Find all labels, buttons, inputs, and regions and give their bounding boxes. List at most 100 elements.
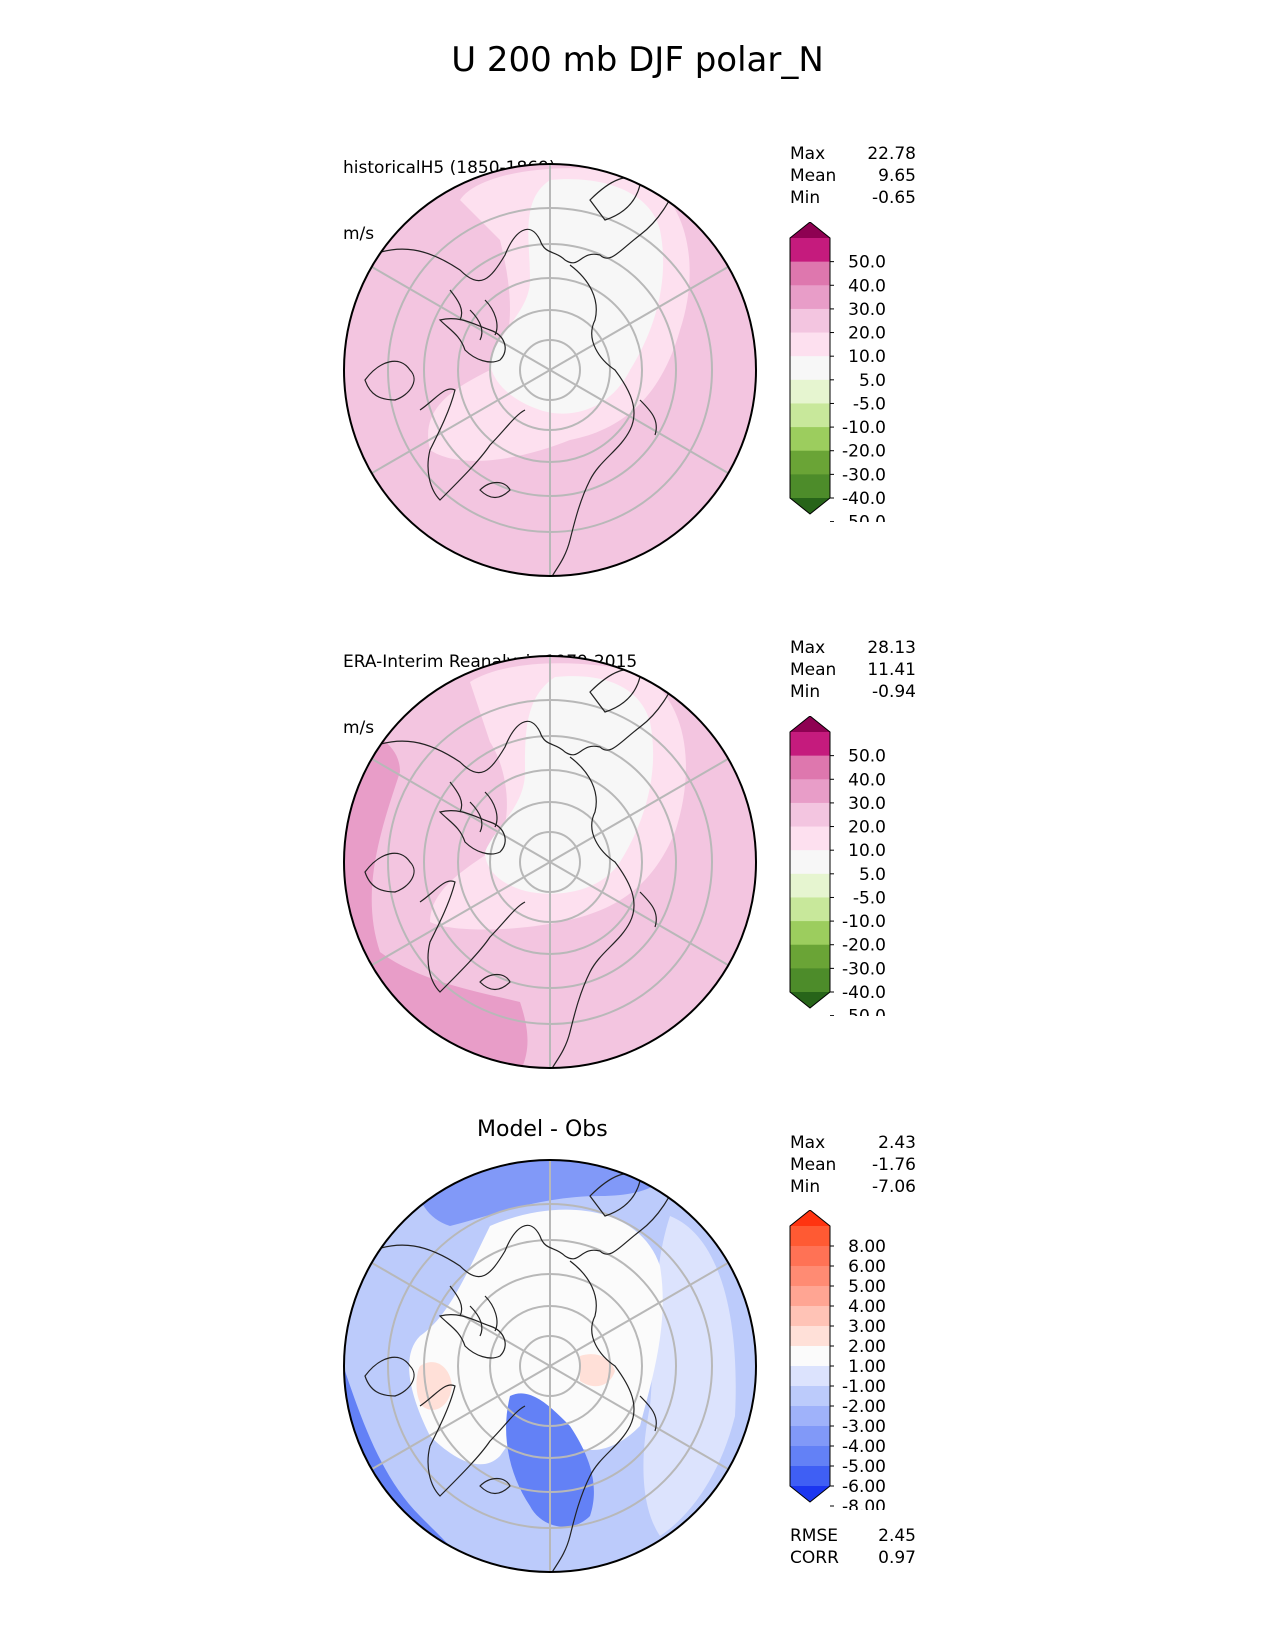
colorbar-segment <box>790 968 830 993</box>
colorbar-extend-bottom <box>790 992 830 1008</box>
colorbar-segment <box>790 1246 830 1267</box>
panel-1-colorbar: 50.0 40.0 30.0 20.0 10.0 5.0 -5.0 -10.0 -20.0 -30… <box>789 222 886 522</box>
colorbar-label: -30.0 <box>842 959 886 979</box>
panel-1-units: m/s <box>343 224 375 244</box>
colorbar-extend-top <box>790 716 830 732</box>
panel-3-title: Model - Obs <box>477 1117 608 1142</box>
corr-value: 0.97 <box>878 1548 916 1568</box>
rmse-value: 2.45 <box>878 1526 916 1546</box>
colorbar-label: -40.0 <box>842 489 886 509</box>
graticule <box>359 656 741 1068</box>
stat-mean-label: Mean <box>790 166 837 186</box>
colorbar-label: 2.00 <box>848 1337 886 1357</box>
stat-mean-value: 9.65 <box>878 166 916 186</box>
colorbar-label: -50.0 <box>842 1007 886 1016</box>
colorbar-label: -20.0 <box>842 936 886 956</box>
colorbar-label: -3.00 <box>842 1417 886 1437</box>
contour-region-minus5-5 <box>485 676 654 894</box>
colorbar-segment <box>790 944 830 969</box>
stat-max-label: Max <box>790 638 826 658</box>
colorbar-segment <box>790 921 830 946</box>
panel-3-polar-map <box>343 1159 757 1573</box>
colorbar-label: -8.00 <box>842 1497 886 1510</box>
stat-max-value: 2.43 <box>878 1133 916 1153</box>
colorbar-segment <box>790 1346 830 1367</box>
contour-region-plus1-a <box>416 1362 452 1410</box>
colorbar-label: 30.0 <box>848 300 886 320</box>
colorbar-segment <box>790 850 830 875</box>
colorbar-segment <box>790 474 830 499</box>
colorbar-label: 1.00 <box>848 1357 886 1377</box>
colorbar-segment <box>790 308 830 334</box>
colorbar-label: 10.0 <box>848 347 886 367</box>
coastlines <box>359 177 681 576</box>
colorbar-segment <box>790 897 830 922</box>
stat-mean-value: 11.41 <box>867 660 916 680</box>
colorbar-label: -10.0 <box>842 912 886 932</box>
colorbar-segment <box>790 332 830 357</box>
colorbar-segment <box>790 1446 830 1467</box>
panel-3-colorbar: 8.006.005.004.003.002.001.00-1.00-2.00-3… <box>789 1210 886 1510</box>
colorbar-label: 8.00 <box>848 1237 886 1257</box>
colorbar-segment <box>790 403 830 428</box>
colorbar-label: -5.0 <box>853 888 886 908</box>
colorbar-label: 50.0 <box>848 253 886 273</box>
stat-min-value: -7.06 <box>872 1177 916 1197</box>
colorbar-label: 5.0 <box>859 371 886 391</box>
colorbar-segment <box>790 1266 830 1287</box>
colorbar-segment <box>790 261 830 286</box>
panel-3-stats: Max 2.43 Mean -1.76 Min -7.06 <box>790 1132 916 1198</box>
contour-region-plus1-b <box>580 1354 615 1387</box>
panel-2-polar-map <box>343 655 757 1069</box>
stat-min-label: Min <box>790 682 821 702</box>
colorbar-label: 50.0 <box>848 747 886 767</box>
colorbar-segment <box>790 1366 830 1387</box>
colorbar-label: -1.00 <box>842 1377 886 1397</box>
colorbar-extend-bottom <box>790 1486 830 1502</box>
stat-max-label: Max <box>790 1133 826 1153</box>
contour-region-minus5-5 <box>490 179 664 414</box>
colorbar-label: 5.0 <box>859 865 886 885</box>
coastlines <box>359 669 681 1068</box>
colorbar-segment <box>790 732 830 757</box>
stat-min-value: -0.94 <box>872 682 916 702</box>
colorbar-segment <box>790 1286 830 1307</box>
colorbar-segment <box>790 356 830 381</box>
colorbar-segment <box>790 802 830 828</box>
colorbar-extend-bottom <box>790 498 830 514</box>
corr-label: CORR <box>790 1548 839 1568</box>
stat-mean-value: -1.76 <box>872 1155 916 1175</box>
panel-2-stats: Max 28.13 Mean 11.41 Min -0.94 <box>790 637 916 703</box>
colorbar-segment <box>790 427 830 452</box>
colorbar-extend-top <box>790 222 830 238</box>
colorbar-label: -10.0 <box>842 418 886 438</box>
colorbar-segment <box>790 1466 830 1487</box>
colorbar-segment <box>790 1406 830 1427</box>
contour-region-minus2-east <box>643 1216 736 1536</box>
panel-3-metrics: RMSE 2.45 CORR 0.97 <box>790 1525 916 1569</box>
colorbar-segment <box>790 379 830 404</box>
colorbar-label: 6.00 <box>848 1257 886 1277</box>
stat-mean-label: Mean <box>790 1155 837 1175</box>
colorbar-segment <box>790 1226 830 1247</box>
colorbar-extend-top <box>790 1210 830 1226</box>
colorbar-segment <box>790 450 830 475</box>
colorbar-label: 10.0 <box>848 841 886 861</box>
colorbar-label: 30.0 <box>848 794 886 814</box>
colorbar-label: -50.0 <box>842 513 886 522</box>
contour-region-20-30-west <box>344 712 528 1068</box>
colorbar-label: -30.0 <box>842 465 886 485</box>
page-title: U 200 mb DJF polar_N <box>451 40 824 80</box>
rmse-label: RMSE <box>790 1526 839 1546</box>
colorbar-label: -5.00 <box>842 1457 886 1477</box>
graticule <box>359 1160 741 1572</box>
stat-min-value: -0.65 <box>872 188 916 208</box>
colorbar-label: -2.00 <box>842 1397 886 1417</box>
colorbar-label: -6.00 <box>842 1477 886 1497</box>
colorbar-label: -20.0 <box>842 442 886 462</box>
colorbar-label: 40.0 <box>848 276 886 296</box>
colorbar-label: -4.00 <box>842 1437 886 1457</box>
colorbar-label: 4.00 <box>848 1297 886 1317</box>
colorbar-segment <box>790 1386 830 1407</box>
stat-min-label: Min <box>790 1177 821 1197</box>
